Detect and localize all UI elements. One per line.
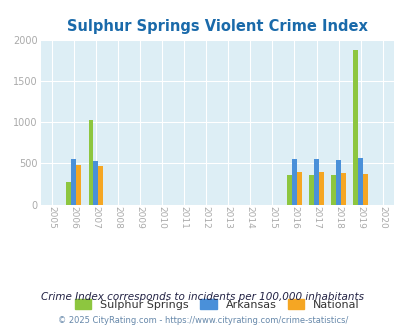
Bar: [309, 175, 313, 205]
Bar: [291, 159, 296, 205]
Bar: [340, 173, 345, 205]
Bar: [357, 158, 362, 205]
Bar: [76, 165, 81, 205]
Bar: [296, 172, 301, 205]
Bar: [352, 50, 357, 205]
Bar: [66, 182, 71, 205]
Bar: [93, 161, 98, 205]
Bar: [362, 175, 367, 205]
Bar: [88, 120, 93, 205]
Text: Crime Index corresponds to incidents per 100,000 inhabitants: Crime Index corresponds to incidents per…: [41, 292, 364, 302]
Text: © 2025 CityRating.com - https://www.cityrating.com/crime-statistics/: © 2025 CityRating.com - https://www.city…: [58, 316, 347, 325]
Bar: [335, 160, 340, 205]
Bar: [98, 166, 103, 205]
Bar: [71, 159, 76, 205]
Legend: Sulphur Springs, Arkansas, National: Sulphur Springs, Arkansas, National: [71, 296, 362, 314]
Title: Sulphur Springs Violent Crime Index: Sulphur Springs Violent Crime Index: [66, 19, 367, 34]
Bar: [318, 172, 323, 205]
Bar: [286, 175, 291, 205]
Bar: [313, 159, 318, 205]
Bar: [330, 175, 335, 205]
